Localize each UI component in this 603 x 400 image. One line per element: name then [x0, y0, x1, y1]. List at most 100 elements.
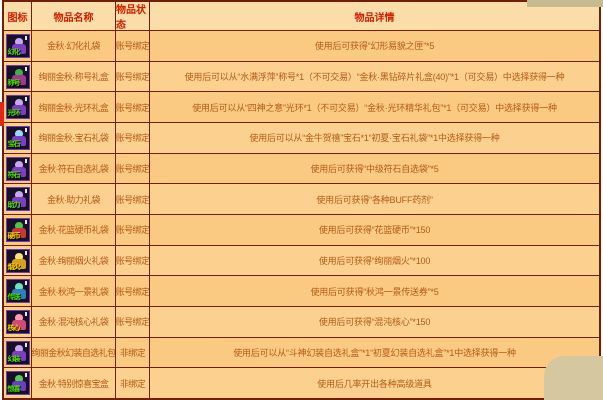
icon-sprite-body — [11, 319, 26, 330]
table-row: 符石 金秋·符石自选礼袋 账号绑定 使用后可获得“中级符石自选袋”*5 — [4, 152, 599, 184]
item-status: 账号绑定 — [115, 184, 149, 215]
item-name: 绚丽金秋·称号礼盒 — [31, 61, 115, 92]
icon-label: 传送 — [7, 294, 21, 302]
item-name: 金秋·秋鸿一景礼袋 — [31, 276, 115, 307]
icon-label: 惊喜 — [7, 386, 21, 394]
item-status: 账号绑定 — [115, 245, 149, 276]
item-status: 账号绑定 — [115, 92, 149, 123]
item-status: 账号绑定 — [115, 31, 149, 61]
item-detail: 使用后可获得“秋鸿一景传送券”*5 — [149, 276, 599, 307]
icon-label: 符石 — [7, 171, 21, 179]
item-detail: 使用后可获得“中级符石自选袋”*5 — [149, 153, 599, 184]
icon-sprite-head — [14, 344, 23, 352]
item-icon: 称号 — [5, 64, 30, 89]
item-icon-cell: 传送 — [4, 276, 31, 306]
icon-sprite-head — [14, 129, 23, 137]
icon-sprite-body — [11, 227, 26, 238]
icon-sprite-body — [11, 350, 26, 361]
icon-count-tick — [24, 158, 27, 163]
item-icon: 符石 — [5, 156, 30, 181]
item-icon: 幻装 — [5, 340, 30, 365]
item-name: 金秋·特别惊喜宝盒 — [31, 368, 115, 399]
item-name: 金秋·助力礼袋 — [31, 184, 115, 215]
item-icon: 核心 — [5, 309, 30, 334]
icon-sprite-body — [11, 135, 26, 146]
item-icon: 传送 — [5, 279, 30, 304]
icon-sprite-head — [14, 68, 23, 76]
icon-sprite-head — [14, 252, 23, 260]
icon-label: 光环 — [7, 110, 21, 118]
icon-sprite-head — [14, 191, 23, 199]
icon-sprite-body — [11, 166, 26, 177]
item-icon: 助力 — [5, 187, 30, 212]
item-icon: 宝石 — [5, 125, 30, 150]
item-status: 账号绑定 — [115, 276, 149, 307]
table-row: 助力 金秋·助力礼袋 账号绑定 使用后可获得“各种BUFF药剂” — [4, 183, 599, 215]
icon-count-tick — [24, 250, 27, 255]
icon-label: 称号 — [7, 79, 21, 87]
icon-label: 幻装 — [7, 355, 21, 363]
table-row: 惊喜 金秋·特别惊喜宝盒 非绑定 使用后几率开出各种高级道具 — [4, 367, 599, 399]
icon-sprite-body — [11, 74, 26, 85]
table-row: 光环 绚丽金秋·光环礼盒 账号绑定 使用后可以从“四神之意”光环*1（不可交易）… — [4, 91, 599, 123]
table-row: 核心 金秋·混沌核心礼袋 账号绑定 使用后可获得“混沌核心”*150 — [4, 306, 599, 337]
item-status: 账号绑定 — [115, 61, 149, 92]
table-row: 幻装 绚丽金秋幻装自选礼包 非绑定 使用后可以从“斗神幻装自选礼盒”*1“初夏幻… — [4, 336, 599, 368]
item-status: 账号绑定 — [115, 153, 149, 184]
item-icon-cell: 称号 — [4, 62, 31, 92]
icon-sprite-head — [14, 99, 23, 107]
icon-count-tick — [24, 189, 27, 194]
item-icon-cell: 烟火 — [4, 246, 31, 276]
item-status: 账号绑定 — [115, 307, 149, 337]
item-name: 绚丽金秋·宝石礼袋 — [31, 123, 115, 153]
item-icon-cell: 宝石 — [4, 123, 31, 153]
item-icon-cell: 光环 — [4, 92, 31, 122]
icon-label: 宝石 — [7, 140, 21, 148]
left-edge-marker — [0, 102, 4, 126]
column-header-status: 物品状态 — [115, 2, 149, 30]
icon-sprite-body — [11, 381, 26, 392]
item-detail: 使用后可获得“各种BUFF药剂” — [149, 184, 599, 215]
table-body: 幻化 金秋·幻化礼袋 账号绑定 使用后可获得“幻形易貌之匣”*5 称号 绚丽金秋… — [4, 30, 599, 399]
item-detail: 使用后可以从“四神之意”光环*1（不可交易）“金秋·光环精华礼包”*1（可交易）… — [149, 92, 599, 123]
item-detail: 使用后可获得“混沌核心”*150 — [149, 307, 599, 337]
icon-sprite-head — [14, 37, 23, 45]
item-icon-cell: 硬币 — [4, 215, 31, 245]
item-detail: 使用后可获得“花篮硬币”*150 — [149, 215, 599, 245]
item-detail: 使用后可以从“水满浮萍”称号*1（不可交易）“金秋·黑钻碎片礼盒(40)”*1（… — [149, 61, 599, 92]
item-name: 绚丽金秋·光环礼盒 — [31, 92, 115, 123]
item-icon: 幻化 — [5, 33, 30, 58]
item-name: 金秋·符石自选礼袋 — [31, 153, 115, 184]
icon-sprite-body — [11, 258, 26, 269]
table-row: 烟火 金秋·绚丽烟火礼袋 账号绑定 使用后可获得“绚丽烟火”*100 — [4, 244, 599, 276]
item-icon: 惊喜 — [5, 371, 30, 396]
item-status: 非绑定 — [115, 337, 149, 368]
item-icon: 光环 — [5, 95, 30, 120]
item-detail: 使用后可获得“绚丽烟火”*100 — [149, 245, 599, 276]
item-status: 非绑定 — [115, 368, 149, 399]
item-icon-cell: 幻化 — [4, 31, 31, 61]
item-name: 绚丽金秋幻装自选礼包 — [31, 337, 115, 368]
item-icon: 硬币 — [5, 217, 30, 242]
icon-sprite-head — [14, 283, 23, 291]
table-header-row: 图标 物品名称 物品状态 物品详情 — [4, 2, 599, 30]
item-icon-cell: 助力 — [4, 184, 31, 214]
icon-label: 助力 — [7, 202, 21, 210]
icon-sprite-head — [14, 375, 23, 383]
icon-sprite-head — [14, 221, 23, 229]
table-row: 幻化 金秋·幻化礼袋 账号绑定 使用后可获得“幻形易貌之匣”*5 — [4, 30, 599, 61]
table-row: 称号 绚丽金秋·称号礼盒 账号绑定 使用后可以从“水满浮萍”称号*1（不可交易）… — [4, 60, 599, 92]
icon-count-tick — [24, 97, 27, 102]
column-header-icon: 图标 — [7, 12, 28, 24]
item-name: 金秋·绚丽烟火礼袋 — [31, 245, 115, 276]
icon-count-tick — [24, 66, 27, 71]
item-icon-cell: 幻装 — [4, 338, 31, 368]
icon-sprite-body — [11, 197, 26, 208]
item-icon: 烟火 — [5, 248, 30, 273]
page-background-bottom-right — [544, 356, 603, 400]
item-detail: 使用后可获得“幻形易貌之匣”*5 — [149, 31, 599, 61]
icon-count-tick — [24, 342, 27, 347]
icon-label: 硬币 — [7, 232, 21, 240]
